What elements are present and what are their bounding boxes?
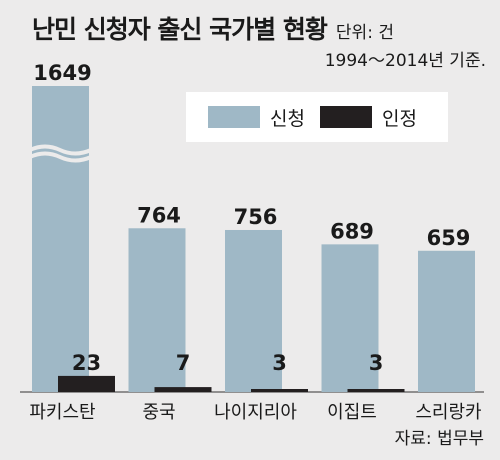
- category-label: 스리랑카: [415, 402, 481, 423]
- data-label-recognized: 3: [272, 351, 287, 375]
- category-label: 이집트: [327, 402, 377, 423]
- legend-label-recognized: 인정: [382, 108, 417, 130]
- bar-recognized: [347, 389, 405, 392]
- bar-applied: [418, 250, 475, 392]
- data-label-recognized: 7: [176, 351, 191, 375]
- unit-label: 단위: 건: [335, 23, 394, 43]
- data-label-applied: 1649: [33, 61, 91, 85]
- legend-swatch-recognized: [320, 106, 372, 128]
- data-label-applied: 689: [330, 219, 374, 243]
- category-label: 나이지리아: [214, 402, 297, 423]
- legend-label-applied: 신청: [270, 108, 305, 130]
- category-label: 파키스탄: [29, 402, 95, 423]
- axis-break-mark: [29, 151, 92, 163]
- data-label-applied: 764: [137, 203, 181, 227]
- data-label-applied: 756: [234, 205, 278, 229]
- legend: 신청 인정: [186, 92, 448, 142]
- data-label-applied: 659: [427, 226, 471, 250]
- bar-recognized: [154, 387, 212, 392]
- source-note: 자료: 법무부: [394, 429, 484, 449]
- data-label-recognized: 23: [72, 351, 101, 375]
- bar-recognized: [251, 389, 308, 392]
- legend-swatch-applied: [208, 106, 260, 128]
- bar-recognized: [58, 375, 115, 392]
- basis-note: 1994～2014년 기준.: [324, 51, 486, 71]
- chart-header: 난민 신청자 출신 국가별 현황 단위: 건: [32, 10, 492, 46]
- bar-applied: [321, 244, 379, 392]
- data-label-recognized: 3: [369, 351, 384, 375]
- chart-title: 난민 신청자 출신 국가별 현황: [32, 15, 328, 44]
- bar-applied: [225, 229, 282, 392]
- category-label: 중국: [142, 402, 175, 423]
- bar-applied: [128, 228, 186, 392]
- bar-applied: [32, 86, 89, 392]
- axis-break-mark: [29, 144, 92, 156]
